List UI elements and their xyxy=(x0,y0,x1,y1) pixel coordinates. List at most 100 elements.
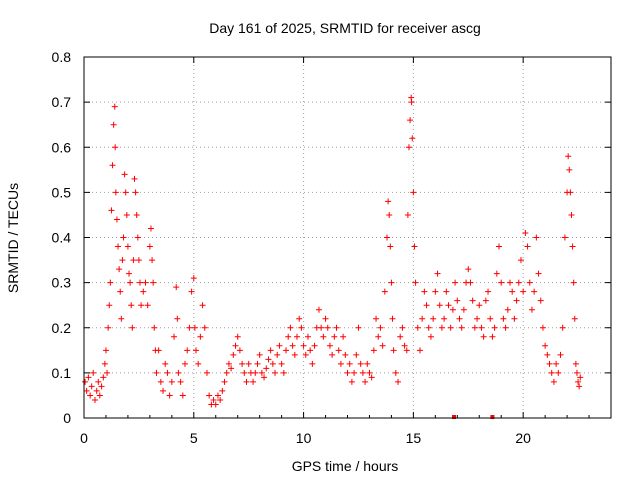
data-point xyxy=(133,211,140,218)
data-point xyxy=(95,378,102,385)
data-point xyxy=(151,324,158,331)
data-point xyxy=(287,324,294,331)
data-point xyxy=(351,369,358,376)
data-point xyxy=(500,315,507,322)
data-point xyxy=(162,360,169,367)
data-point xyxy=(565,153,572,160)
data-point xyxy=(210,396,217,403)
data-point xyxy=(430,315,437,322)
data-point xyxy=(110,121,117,128)
data-point xyxy=(88,383,95,390)
axis-marker xyxy=(451,415,456,419)
data-point xyxy=(131,175,138,182)
data-point xyxy=(533,234,540,241)
data-point xyxy=(289,342,296,349)
data-point xyxy=(399,324,406,331)
data-point xyxy=(146,243,153,250)
data-point xyxy=(573,369,580,376)
data-point xyxy=(203,369,210,376)
data-point xyxy=(267,347,274,354)
data-point xyxy=(357,360,364,367)
data-point xyxy=(531,288,538,295)
data-point xyxy=(454,297,461,304)
data-point xyxy=(126,270,133,277)
y-tick-label: 0.8 xyxy=(52,49,72,65)
data-point xyxy=(206,392,213,399)
data-point xyxy=(423,302,430,309)
data-point xyxy=(217,396,224,403)
data-point xyxy=(272,369,279,376)
data-point xyxy=(561,234,568,241)
data-point xyxy=(298,324,305,331)
data-point xyxy=(449,306,456,313)
data-point xyxy=(195,360,202,367)
data-point xyxy=(559,324,566,331)
data-point xyxy=(199,302,206,309)
data-point xyxy=(476,302,483,309)
data-point xyxy=(337,360,344,367)
data-point xyxy=(456,315,463,322)
data-point xyxy=(144,302,151,309)
data-point xyxy=(482,297,489,304)
data-point xyxy=(496,243,503,250)
data-point xyxy=(506,279,513,286)
data-point xyxy=(387,243,394,250)
data-point xyxy=(478,324,485,331)
data-point xyxy=(526,279,533,286)
data-point xyxy=(458,324,465,331)
data-point xyxy=(269,360,276,367)
data-point xyxy=(513,297,520,304)
data-point xyxy=(263,365,270,372)
x-axis-label: GPS time / hours xyxy=(292,458,399,474)
data-point xyxy=(416,347,423,354)
data-point xyxy=(188,288,195,295)
data-point xyxy=(85,374,92,381)
data-point xyxy=(379,342,386,349)
data-point xyxy=(548,369,555,376)
data-point xyxy=(129,324,136,331)
y-tick-label: 0.2 xyxy=(52,320,72,336)
data-point xyxy=(177,378,184,385)
data-point xyxy=(102,347,109,354)
data-point xyxy=(90,369,97,376)
chart-title: Day 161 of 2025, SRMTID for receiver asc… xyxy=(209,20,481,36)
data-point xyxy=(389,315,396,322)
data-point xyxy=(571,315,578,322)
y-axis-label: SRMTID / TECUs xyxy=(5,183,21,293)
data-point xyxy=(96,392,103,399)
data-point xyxy=(184,347,191,354)
data-point xyxy=(245,360,252,367)
data-point xyxy=(460,306,467,313)
data-point xyxy=(368,374,375,381)
data-point xyxy=(375,333,382,340)
data-point xyxy=(370,347,377,354)
data-point xyxy=(445,302,452,309)
data-point xyxy=(127,279,134,286)
data-point xyxy=(515,279,522,286)
data-point xyxy=(355,324,362,331)
data-point xyxy=(166,392,173,399)
data-point xyxy=(171,333,178,340)
y-tick-label: 0.4 xyxy=(52,230,72,246)
data-point xyxy=(116,266,123,273)
data-point xyxy=(221,378,228,385)
data-point xyxy=(436,302,443,309)
data-point xyxy=(174,315,181,322)
data-point xyxy=(285,333,292,340)
data-point xyxy=(335,347,342,354)
data-point xyxy=(544,351,551,358)
data-point xyxy=(239,360,246,367)
data-point xyxy=(385,198,392,205)
data-point xyxy=(493,270,500,277)
data-point xyxy=(362,378,369,385)
data-point xyxy=(197,333,204,340)
data-point xyxy=(535,270,542,277)
data-point xyxy=(223,369,230,376)
data-point xyxy=(82,378,89,385)
y-tick-label: 0.7 xyxy=(52,94,72,110)
data-point xyxy=(557,351,564,358)
data-point xyxy=(304,333,311,340)
data-point xyxy=(192,347,199,354)
data-point xyxy=(236,347,243,354)
